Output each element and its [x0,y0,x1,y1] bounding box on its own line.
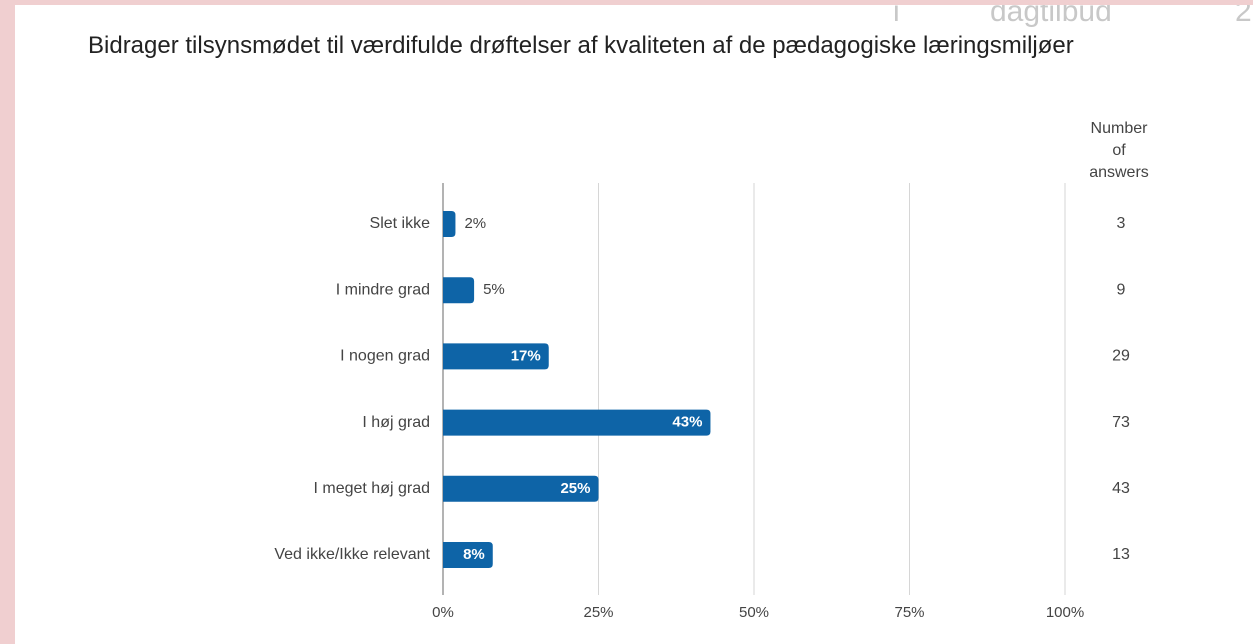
x-tick-label: 50% [739,604,769,621]
value-label: 2% [464,215,486,232]
count-label: 73 [1112,414,1130,431]
count-label: 29 [1112,348,1130,365]
value-label: 8% [463,546,485,563]
y-tick-label: I meget høj grad [314,480,431,497]
bar [443,211,456,237]
value-label: 5% [483,281,505,298]
count-label: 43 [1112,480,1130,497]
y-tick-label: Slet ikke [370,215,431,232]
header-fragment: i [893,5,900,28]
chart: 0% 25% 50% 75% 100% Slet ikke 2% 3 I mindre grad… [274,183,1130,621]
bar [443,475,599,502]
panel: i dagtilbud 2 Bidrager tilsynsmødet til … [15,5,1253,644]
y-tick-label: Ved ikke/Ikke relevant [274,546,430,563]
value-label: 25% [560,480,590,497]
y-tick-label: I nogen grad [340,348,430,365]
count-label: 9 [1117,281,1126,298]
x-tick-label: 0% [432,604,454,621]
chart-title: Bidrager tilsynsmødet til værdifulde drø… [88,32,1074,59]
x-tick-label: 100% [1046,604,1084,621]
value-label: 17% [511,347,541,364]
bar [443,343,549,370]
bar [443,409,711,436]
y-tick-label: I mindre grad [336,281,430,298]
count-label: 3 [1117,215,1126,232]
count-header: Number of answers [1089,120,1149,181]
value-label: 43% [672,414,702,431]
bar [443,277,475,304]
x-tick-label: 25% [583,604,613,621]
bar [443,542,493,568]
header-fragment: dagtilbud [990,5,1112,28]
x-tick-label: 75% [894,604,924,621]
header-fragment: 2 [1235,5,1252,28]
count-label: 13 [1112,546,1130,563]
y-tick-label: I høj grad [362,414,430,431]
